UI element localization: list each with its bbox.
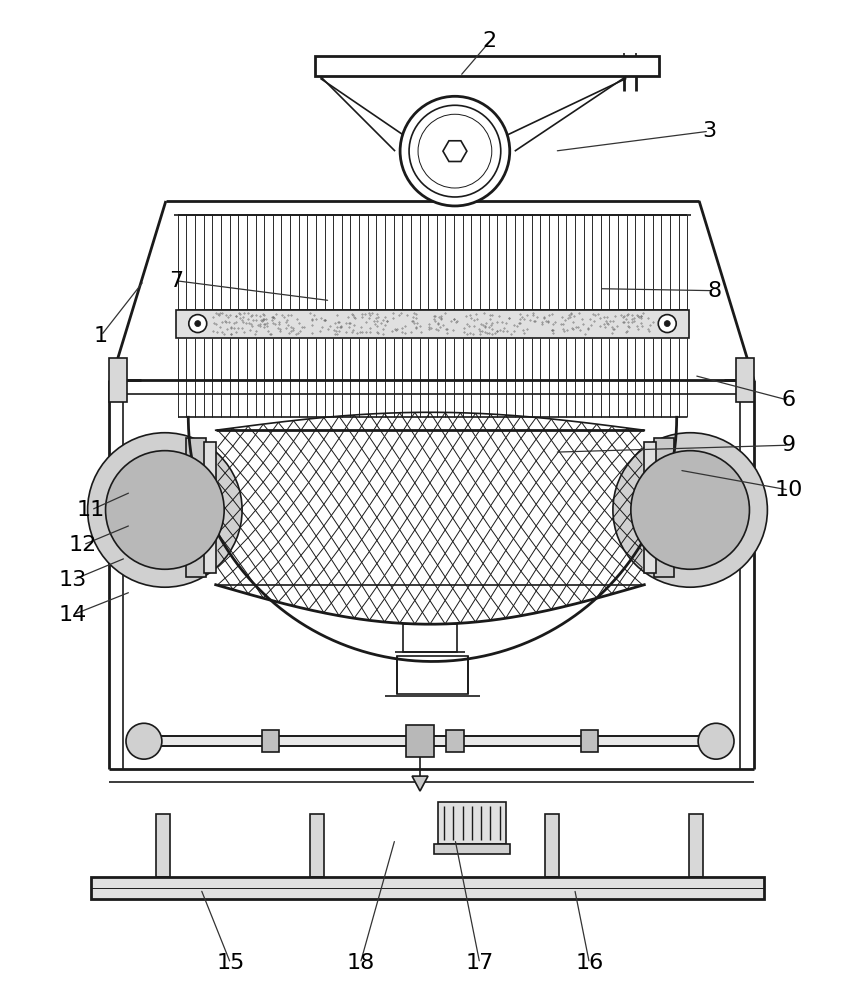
Circle shape bbox=[613, 433, 767, 587]
Bar bbox=[310, 814, 325, 877]
Text: 11: 11 bbox=[77, 500, 105, 520]
Bar bbox=[438, 802, 506, 844]
Text: 3: 3 bbox=[702, 121, 716, 141]
Bar bbox=[406, 725, 434, 757]
Bar bbox=[155, 814, 170, 877]
Polygon shape bbox=[412, 776, 428, 791]
Text: 15: 15 bbox=[216, 953, 245, 973]
Circle shape bbox=[664, 321, 670, 327]
Bar bbox=[261, 730, 279, 752]
Bar bbox=[109, 358, 127, 402]
Bar bbox=[176, 310, 689, 338]
Text: 16: 16 bbox=[576, 953, 604, 973]
Bar bbox=[644, 442, 656, 573]
Polygon shape bbox=[443, 141, 467, 161]
Text: 10: 10 bbox=[775, 480, 803, 500]
Bar bbox=[689, 814, 704, 877]
Text: 1: 1 bbox=[94, 326, 108, 346]
Bar bbox=[581, 730, 599, 752]
Bar bbox=[91, 877, 764, 899]
Text: 17: 17 bbox=[466, 953, 494, 973]
Text: 2: 2 bbox=[483, 31, 497, 51]
Bar bbox=[655, 438, 674, 577]
Circle shape bbox=[698, 723, 734, 759]
Text: 13: 13 bbox=[59, 570, 88, 590]
Circle shape bbox=[106, 451, 224, 569]
Bar bbox=[397, 656, 468, 694]
Text: 6: 6 bbox=[782, 390, 796, 410]
Bar bbox=[736, 358, 754, 402]
Circle shape bbox=[631, 451, 749, 569]
Text: 12: 12 bbox=[69, 535, 97, 555]
Circle shape bbox=[126, 723, 161, 759]
Circle shape bbox=[195, 321, 201, 327]
Text: 18: 18 bbox=[346, 953, 375, 973]
Text: 9: 9 bbox=[782, 435, 796, 455]
Text: 14: 14 bbox=[59, 605, 88, 625]
Bar bbox=[403, 624, 457, 652]
Bar bbox=[545, 814, 558, 877]
Bar bbox=[204, 442, 216, 573]
Circle shape bbox=[88, 433, 242, 587]
Circle shape bbox=[658, 315, 676, 333]
Bar bbox=[446, 730, 464, 752]
Bar bbox=[186, 438, 205, 577]
Text: 8: 8 bbox=[707, 281, 722, 301]
Text: 7: 7 bbox=[168, 271, 183, 291]
Circle shape bbox=[400, 96, 509, 206]
Circle shape bbox=[189, 315, 207, 333]
Bar bbox=[315, 56, 659, 76]
Bar bbox=[434, 844, 509, 854]
Bar bbox=[136, 736, 724, 746]
